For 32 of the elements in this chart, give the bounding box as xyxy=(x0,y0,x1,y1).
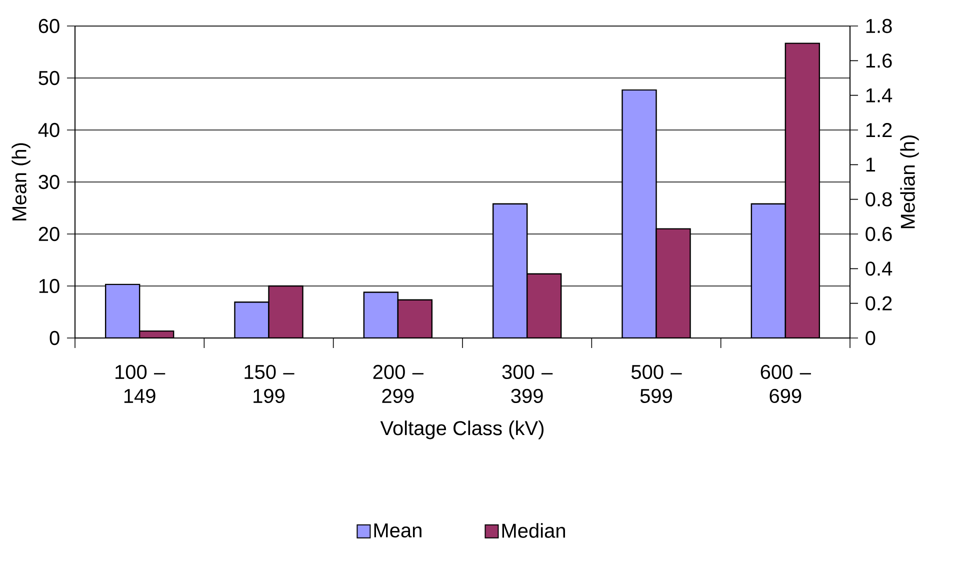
y2-tick-label: 1 xyxy=(866,158,876,172)
y2-tick-label: 0.6 xyxy=(866,226,892,242)
y-axis-title: Mean (h) xyxy=(12,143,30,220)
y-tick-label: 0 xyxy=(50,330,60,346)
x-tick-label: 300 – 399 xyxy=(502,364,553,404)
y-tick-label: 20 xyxy=(38,226,60,242)
bar xyxy=(622,89,657,338)
x-tick-label: 600 – 699 xyxy=(760,364,811,404)
x-tick-label: 150 – 199 xyxy=(244,364,294,404)
y2-tick-label: 1.4 xyxy=(866,88,892,102)
y-tick-label: 10 xyxy=(39,278,60,294)
x-axis-title: Voltage Class (kV) xyxy=(380,420,544,440)
y2-tick-label: 0.4 xyxy=(866,262,892,276)
x-tick-label: 100 – 149 xyxy=(116,364,166,404)
legend-label: Mean xyxy=(374,524,422,538)
bar xyxy=(784,42,820,338)
y2-tick-label: 0.2 xyxy=(866,296,892,310)
y2-tick-label: 1.2 xyxy=(866,123,892,137)
y-tick-label: 60 xyxy=(38,18,60,34)
legend-label: Median xyxy=(502,523,565,538)
x-tick-label: 500 – 599 xyxy=(631,364,682,404)
bar xyxy=(492,203,528,338)
y2-tick-label: 0 xyxy=(866,330,876,346)
y2-tick-label: 1.6 xyxy=(866,54,892,68)
y-tick-label: 30 xyxy=(38,174,60,190)
y2-axis-title: Median (h) xyxy=(900,135,919,228)
y-tick-label: 40 xyxy=(38,122,60,138)
x-tick-label: 200 – 299 xyxy=(373,364,424,404)
y-tick-label: 50 xyxy=(38,70,60,86)
bar xyxy=(104,284,140,338)
y2-tick-label: 0.8 xyxy=(866,192,892,206)
y2-tick-label: 1.8 xyxy=(866,18,892,34)
